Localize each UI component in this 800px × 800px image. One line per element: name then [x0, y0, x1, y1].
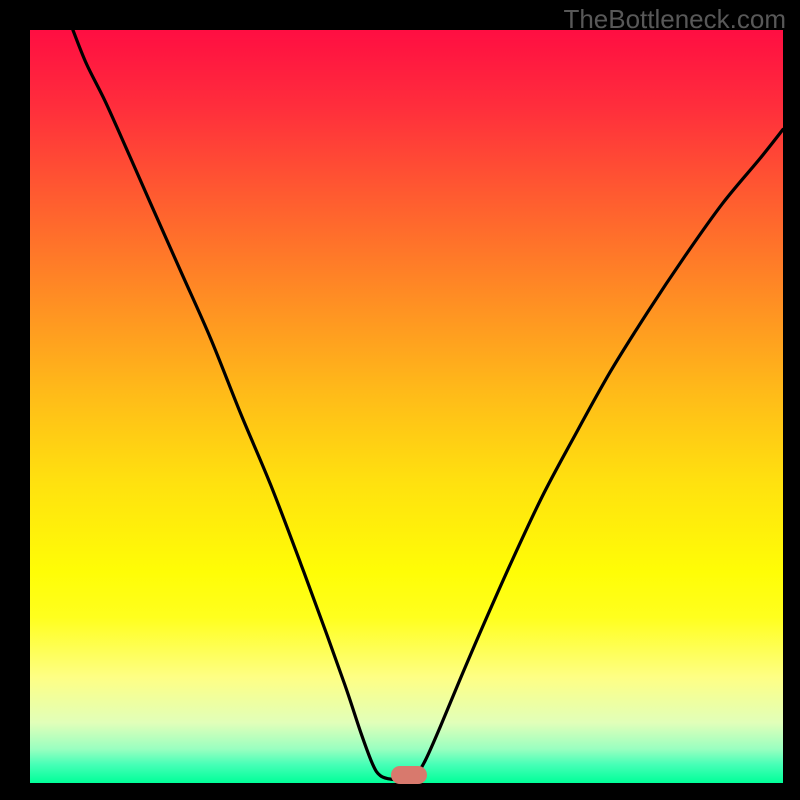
plot-area — [30, 30, 783, 783]
curve-path — [73, 30, 783, 780]
bottleneck-curve — [30, 30, 783, 783]
optimum-marker — [391, 766, 427, 784]
attribution-label: TheBottleneck.com — [563, 4, 786, 35]
figure-root: TheBottleneck.com — [0, 0, 800, 800]
